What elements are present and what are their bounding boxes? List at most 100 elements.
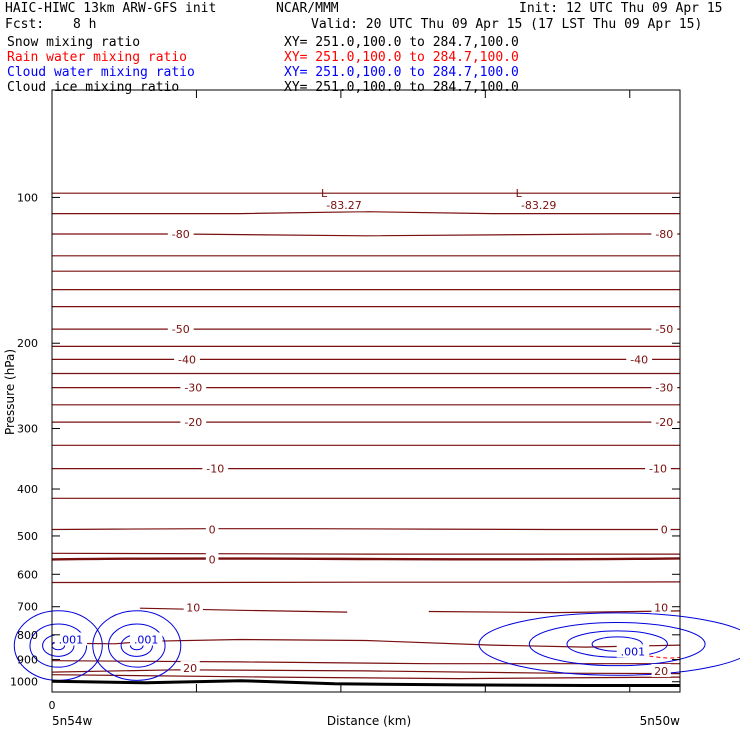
x-tick-label: 0 [49,699,56,712]
temperature-label-background [626,352,653,366]
y-tick-label: 500 [17,530,38,543]
temperature-contour-line [52,233,680,237]
y-tick-label: 1000 [10,676,38,689]
temperature-contour-line [51,638,681,648]
cloud-water-label: .001 [134,633,159,646]
temperature-contour-line [51,660,680,665]
field-xy-snow: XY= 251.0,100.0 to 284.7,100.0 [284,35,519,50]
temperature-label-background [205,522,219,536]
temperature-label: -50 [655,323,673,336]
axes: Pressure (hPa) Distance (km) 5n54w 5n50w… [3,349,680,728]
cloud-water-contour [29,623,88,668]
cloud-water-label-background [130,632,163,646]
temperature-label-background [658,522,671,536]
temperature-label: 20 [654,665,668,678]
temperature-contour-line [139,607,348,613]
temperature-label-background [180,380,207,394]
valid-time: Valid: 20 UTC Thu 09 Apr 15 (17 LST Thu … [311,17,703,32]
temperature-label: -10 [649,463,667,476]
x-end-label-left: 5n54w [52,714,93,728]
cloud-water-label-background [54,632,88,646]
temperature-label: -10 [206,463,224,476]
temperature-contour-line [51,669,681,675]
temperature-label: -20 [655,416,673,429]
temperature-label-background [202,461,229,475]
temperature-contour-line [51,528,680,531]
temperature-label: 20 [183,662,197,675]
field-name-snow: Snow mixing ratio [7,35,141,50]
zero-degree-contour [51,557,681,561]
temperature-label: 0 [209,524,216,537]
low-value: -83.29 [521,199,556,212]
temperature-label-background [167,322,194,336]
org-label: NCAR/MMM [276,1,339,16]
y-tick-label: 400 [17,483,38,496]
y-tick-label: 800 [17,629,38,642]
zero-contour-label-background [205,552,219,566]
temperature-label: -80 [655,228,673,241]
field-xy-rain: XY= 251.0,100.0 to 284.7,100.0 [284,50,519,65]
x-axis-label: Distance (km) [327,714,411,728]
forecast-label: Fcst: [5,17,45,32]
temperature-label: 10 [186,601,200,614]
temperature-label: -30 [655,382,673,395]
low-marker: L [321,187,328,200]
temperature-contour-line [52,581,681,584]
field-xy-cloud-ice: XY= 251.0,100.0 to 284.7,100.0 [284,80,519,95]
contour-labels: -80 -80 -50 -50 -40 -40 -30 -30 -20 -20 -10 -10 0 0 10… [54,187,678,678]
temperature-label-background [651,415,678,429]
y-tick-label: 900 [17,654,38,667]
chart-title: HAIC-HIWC 13km ARW-GFS init [5,1,217,16]
temperature-label-background [174,352,200,366]
temperature-label: -50 [172,323,190,336]
y-tick-label: 700 [17,601,38,614]
temperature-contour-line [51,552,680,555]
temperature-label-background [651,322,678,336]
cloud-water-contour [528,621,706,667]
temperature-contour-line [51,674,681,680]
y-tick-label: 600 [17,568,38,581]
temperature-label-background [645,461,671,475]
zero-contour-label: 0 [209,553,216,566]
temperature-label-background [651,663,671,677]
low-value-background [321,198,367,212]
temperature-label: -80 [172,228,190,241]
cloud-water-label: .001 [59,633,84,646]
low-value-background [515,198,562,212]
terrain-surface [51,679,680,687]
field-xy-cloud-water: XY= 251.0,100.0 to 284.7,100.0 [284,65,519,80]
y-tick-label: 300 [17,423,38,436]
temperature-label: -40 [178,353,196,366]
y-tick-label: 200 [17,337,38,350]
cloud-water-contour [107,623,166,668]
cloud-water-label-background [616,644,650,658]
temperature-label-background [651,380,678,394]
field-name-rain: Rain water mixing ratio [7,50,188,65]
plot-border [51,89,681,693]
field-name-cloud-ice: Cloud ice mixing ratio [7,80,180,95]
temperature-label-background [180,415,207,429]
temperature-label-background [651,227,678,241]
temperature-contour-line [52,211,680,215]
temperature-label-background [180,661,200,675]
forecast-value: 8 h [73,17,97,32]
temperature-label: -30 [184,382,202,395]
field-name-cloud-water: Cloud water mixing ratio [7,65,195,80]
temperature-label: -40 [630,353,648,366]
cloud-water-label: .001 [621,645,646,658]
temperature-label: -20 [184,416,202,429]
y-tick-label: 100 [17,191,38,204]
init-time: Init: 12 UTC Thu 09 Apr 15 [519,1,723,16]
cloud-water-contour [478,612,740,676]
temperature-label-background [183,600,203,614]
temperature-label: 10 [654,601,668,614]
y-axis-label: Pressure (hPa) [3,349,17,435]
low-marker: L [516,187,523,200]
temperature-contour-line [428,610,681,614]
low-value: -83.27 [326,199,361,212]
cloud-water-contour [92,610,182,681]
terrain-line [51,679,680,687]
temperature-label: 0 [661,524,668,537]
